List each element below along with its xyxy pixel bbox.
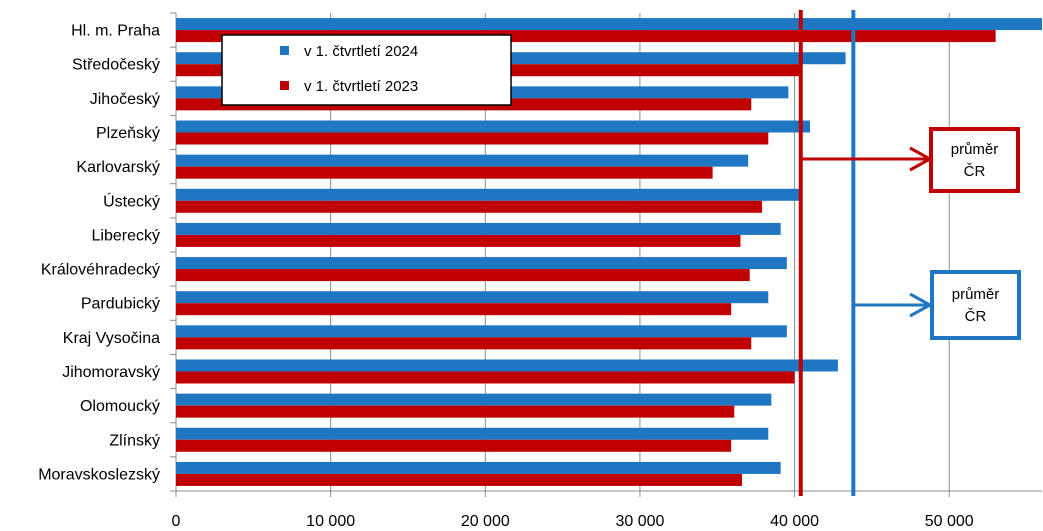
bar-2023-11 bbox=[176, 405, 735, 418]
bar-2023-4 bbox=[176, 166, 713, 179]
x-tick-label-4: 40 000 bbox=[770, 513, 819, 530]
category-label-3: Plzeňský bbox=[96, 125, 160, 142]
category-label-10: Jihomoravský bbox=[62, 364, 160, 381]
tick-labels: 0 10 000 20 000 30 000 40 000 50 000 bbox=[172, 513, 974, 530]
x-tick-label-1: 10 000 bbox=[306, 513, 355, 530]
category-label-8: Pardubický bbox=[81, 296, 160, 313]
bar-2024-3 bbox=[176, 120, 811, 133]
x-tick-label-5: 50 000 bbox=[925, 513, 974, 530]
legend-swatch-2023 bbox=[280, 81, 289, 90]
bar-2023-3 bbox=[176, 132, 769, 145]
category-label-0: Hl. m. Praha bbox=[71, 23, 160, 40]
annotation-blue-line1: průměr bbox=[952, 286, 1000, 303]
category-label-4: Karlovarský bbox=[76, 159, 160, 176]
annotation-red: průměr ČR bbox=[802, 127, 1020, 193]
category-label-12: Zlínský bbox=[109, 432, 160, 449]
bar-2023-0 bbox=[176, 30, 996, 43]
legend-label-2023: v 1. čtvrtletí 2023 bbox=[304, 78, 418, 95]
bar-2024-9 bbox=[176, 325, 787, 338]
category-label-9: Kraj Vysočina bbox=[63, 330, 160, 347]
annotation-red-line2: ČR bbox=[964, 163, 986, 180]
annotation-red-line1: průměr bbox=[951, 141, 999, 158]
legend-swatch-2024 bbox=[280, 46, 289, 55]
bar-2023-7 bbox=[176, 269, 750, 282]
bar-2024-6 bbox=[176, 222, 781, 235]
category-label-5: Ústecký bbox=[103, 191, 160, 210]
bar-2023-5 bbox=[176, 200, 763, 213]
bar-2024-7 bbox=[176, 257, 787, 270]
bar-2024-12 bbox=[176, 427, 769, 440]
x-tick-label-3: 30 000 bbox=[615, 513, 664, 530]
annotation-blue: průměr ČR bbox=[852, 270, 1021, 340]
category-labels: Hl. m. Praha Středočeský Jihočeský Plzeňský… bbox=[38, 23, 160, 484]
bar-2024-10 bbox=[176, 359, 838, 372]
legend-box bbox=[221, 34, 512, 106]
bar-2023-8 bbox=[176, 303, 732, 316]
bar-2024-13 bbox=[176, 461, 781, 474]
bar-2023-6 bbox=[176, 234, 741, 247]
legend-label-2024: v 1. čtvrtletí 2024 bbox=[304, 43, 418, 60]
bar-2024-0 bbox=[176, 18, 1042, 31]
bar-2024-8 bbox=[176, 291, 769, 304]
legend: v 1. čtvrtletí 2024 v 1. čtvrtletí 2023 bbox=[221, 34, 512, 106]
reference-lines bbox=[798, 10, 856, 496]
annotation-blue-line2: ČR bbox=[965, 308, 987, 325]
bar-2023-12 bbox=[176, 439, 732, 452]
annotation-box-blue bbox=[930, 270, 1021, 340]
category-label-13: Moravskoslezský bbox=[38, 466, 160, 483]
category-label-2: Jihočeský bbox=[90, 91, 160, 108]
bar-2023-10 bbox=[176, 371, 795, 384]
bar-2024-4 bbox=[176, 154, 749, 167]
x-tick-label-2: 20 000 bbox=[461, 513, 510, 530]
annotation-box-red bbox=[929, 127, 1020, 193]
bar-2023-9 bbox=[176, 337, 752, 350]
category-label-1: Středočeský bbox=[72, 57, 160, 74]
bar-2024-5 bbox=[176, 188, 803, 201]
category-label-6: Liberecký bbox=[92, 227, 160, 244]
category-label-11: Olomoucký bbox=[80, 398, 160, 415]
bar-2023-13 bbox=[176, 473, 742, 486]
category-label-7: Královéhradecký bbox=[41, 262, 160, 279]
x-tick-label-0: 0 bbox=[172, 513, 181, 530]
bar-2024-11 bbox=[176, 393, 772, 406]
